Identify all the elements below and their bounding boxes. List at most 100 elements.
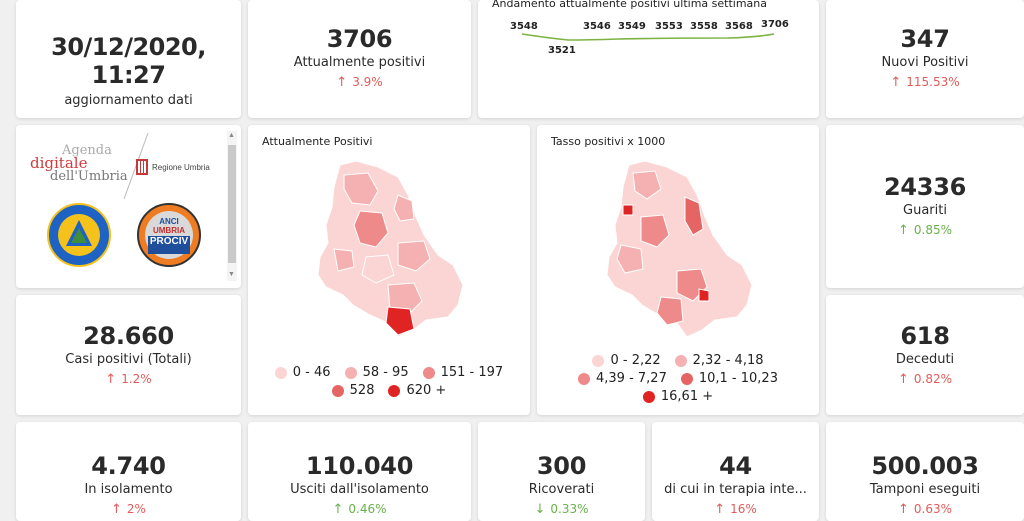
legend-swatch bbox=[422, 366, 435, 379]
arrow-up-icon: ↑ bbox=[897, 223, 909, 238]
kpi-label: Deceduti bbox=[895, 352, 955, 367]
arrow-up-icon: ↑ bbox=[890, 75, 902, 90]
trend-value-label: 3558 bbox=[690, 21, 718, 32]
legend-item[interactable]: 4,39 - 7,27 bbox=[578, 371, 667, 386]
kpi-value: 110.040 bbox=[305, 452, 414, 480]
kpi-attualmente-positivi[interactable]: 3706 Attualmente positivi ↑ 3.9% bbox=[248, 0, 471, 118]
trend-value-label: 3521 bbox=[548, 45, 576, 56]
legend-swatch bbox=[674, 354, 687, 367]
umbria-choropleth-map[interactable] bbox=[248, 125, 530, 415]
trend-value-label: 3568 bbox=[725, 21, 753, 32]
trend-line bbox=[521, 33, 775, 41]
map-legend: 0 - 46 58 - 95 151 - 197 528 620 + bbox=[268, 365, 510, 398]
arrow-up-icon: ↑ bbox=[897, 502, 909, 517]
legend-item[interactable]: 620 + bbox=[388, 383, 446, 398]
scroll-down-icon[interactable]: ▼ bbox=[228, 271, 235, 278]
kpi-label: Ricoverati bbox=[528, 482, 595, 497]
kpi-label: Nuovi Positivi bbox=[881, 55, 969, 70]
umbria-rate-map[interactable] bbox=[537, 125, 819, 415]
kpi-value: 4.740 bbox=[91, 452, 166, 480]
legend-swatch bbox=[331, 384, 344, 397]
kpi-change: ↑ 0.63% bbox=[897, 502, 953, 517]
legend-item[interactable]: 151 - 197 bbox=[422, 365, 503, 380]
kpi-casi-totali[interactable]: 28.660 Casi positivi (Totali) ↑ 1.2% bbox=[16, 295, 241, 415]
trend-value-label: 3706 bbox=[761, 19, 789, 30]
legend-item[interactable]: 0 - 46 bbox=[274, 365, 331, 380]
legend-item[interactable]: 2,32 - 4,18 bbox=[674, 353, 764, 368]
scrollbar-thumb[interactable] bbox=[228, 145, 236, 263]
kpi-value: 24336 bbox=[884, 173, 966, 201]
trend-value-label: 3546 bbox=[583, 21, 611, 32]
agenda-digitale-logo: Agenda digitale dell'Umbria bbox=[30, 143, 128, 184]
kpi-label: Tamponi eseguiti bbox=[869, 482, 981, 497]
kpi-change: ↑ 0.85% bbox=[897, 223, 953, 238]
kpi-tamponi[interactable]: 500.003 Tamponi eseguiti ↑ 0.63% bbox=[826, 422, 1024, 521]
kpi-ricoverati[interactable]: 300 Ricoverati ↓ 0.33% bbox=[478, 422, 645, 521]
kpi-terapia-intensiva[interactable]: 44 di cui in terapia inte... ↑ 16% bbox=[652, 422, 819, 521]
trend-sparkline bbox=[521, 33, 775, 41]
trend-chart-card: Andamento attualmente positivi ultima se… bbox=[478, 0, 819, 118]
kpi-guariti[interactable]: 24336 Guariti ↑ 0.85% bbox=[826, 125, 1024, 288]
arrow-up-icon: ↑ bbox=[105, 372, 117, 387]
kpi-change: ↓ 0.33% bbox=[534, 502, 589, 517]
regione-umbria-logo: Regione Umbria bbox=[136, 159, 210, 175]
legend-swatch bbox=[344, 366, 357, 379]
update-card: 30/12/2020, 11:27 aggiornamento dati bbox=[16, 0, 241, 118]
kpi-label: Guariti bbox=[903, 203, 947, 218]
arrow-down-icon: ↓ bbox=[534, 502, 546, 517]
arrow-up-icon: ↑ bbox=[111, 502, 122, 517]
arrow-up-icon: ↑ bbox=[714, 502, 726, 517]
kpi-deceduti[interactable]: 618 Deceduti ↑ 0.82% bbox=[826, 295, 1024, 415]
kpi-isolamento[interactable]: 4.740 In isolamento ↑ 2% bbox=[16, 422, 241, 521]
legend-swatch bbox=[680, 372, 693, 385]
kpi-usciti-isolamento[interactable]: 110.040 Usciti dall'isolamento ↑ 0.46% bbox=[248, 422, 471, 521]
legend-item[interactable]: 10,1 - 10,23 bbox=[680, 371, 778, 386]
kpi-value: 28.660 bbox=[83, 322, 174, 350]
map-legend: 0 - 2,22 2,32 - 4,18 4,39 - 7,27 10,1 - … bbox=[557, 353, 799, 404]
legend-swatch bbox=[592, 354, 605, 367]
arrow-up-icon: ↑ bbox=[332, 502, 344, 517]
legend-item[interactable]: 58 - 95 bbox=[344, 365, 409, 380]
kpi-value: 347 bbox=[900, 25, 950, 53]
kpi-change: ↑ 16% bbox=[714, 502, 757, 517]
kpi-change: ↑ 0.82% bbox=[897, 372, 953, 387]
kpi-change: ↑ 3.9% bbox=[336, 75, 383, 90]
kpi-value: 300 bbox=[536, 452, 587, 480]
logos-card: Agenda digitale dell'Umbria Regione Umbr… bbox=[16, 125, 241, 288]
anci-umbria-prociv-logo bbox=[137, 203, 201, 267]
kpi-value: 44 bbox=[719, 452, 752, 480]
update-label: aggiornamento dati bbox=[64, 93, 193, 108]
legend-item[interactable]: 0 - 2,22 bbox=[592, 353, 661, 368]
trend-value-label: 3549 bbox=[618, 21, 646, 32]
scroll-up-icon[interactable]: ▲ bbox=[228, 132, 235, 139]
anci-logo-text: ANCI UMBRIA PROCIV bbox=[149, 217, 189, 247]
protezione-civile-logo bbox=[47, 203, 111, 267]
regione-emblem-icon bbox=[136, 159, 148, 175]
kpi-value: 500.003 bbox=[871, 452, 979, 480]
kpi-label: In isolamento bbox=[84, 482, 173, 497]
trend-title: Andamento attualmente positivi ultima se… bbox=[492, 0, 768, 10]
kpi-change: ↑ 2% bbox=[111, 502, 146, 517]
map-attualmente-positivi: Attualmente Positivi 0 - 46 58 - 95 151 … bbox=[248, 125, 530, 415]
trend-value-label: 3548 bbox=[510, 21, 538, 32]
kpi-change: ↑ 1.2% bbox=[105, 372, 152, 387]
legend-swatch bbox=[388, 384, 401, 397]
legend-swatch bbox=[274, 366, 287, 379]
kpi-label: di cui in terapia inte... bbox=[664, 482, 807, 497]
kpi-label: Usciti dall'isolamento bbox=[290, 482, 429, 497]
map-title: Attualmente Positivi bbox=[262, 135, 373, 148]
logos-scrollbar[interactable]: ▲ ▼ bbox=[227, 131, 237, 281]
kpi-label: Attualmente positivi bbox=[293, 55, 426, 70]
update-datetime: 30/12/2020, 11:27 bbox=[51, 33, 206, 89]
legend-item[interactable]: 528 bbox=[331, 383, 374, 398]
map-title: Tasso positivi x 1000 bbox=[551, 135, 666, 148]
legend-item[interactable]: 16,61 + bbox=[642, 389, 713, 404]
legend-swatch bbox=[642, 390, 655, 403]
arrow-up-icon: ↑ bbox=[897, 372, 909, 387]
kpi-label: Casi positivi (Totali) bbox=[65, 352, 192, 367]
arrow-up-icon: ↑ bbox=[336, 75, 348, 90]
kpi-nuovi-positivi[interactable]: 347 Nuovi Positivi ↑ 115.53% bbox=[826, 0, 1024, 118]
trend-value-label: 3553 bbox=[655, 21, 683, 32]
kpi-change: ↑ 0.46% bbox=[332, 502, 387, 517]
kpi-value: 618 bbox=[900, 322, 950, 350]
